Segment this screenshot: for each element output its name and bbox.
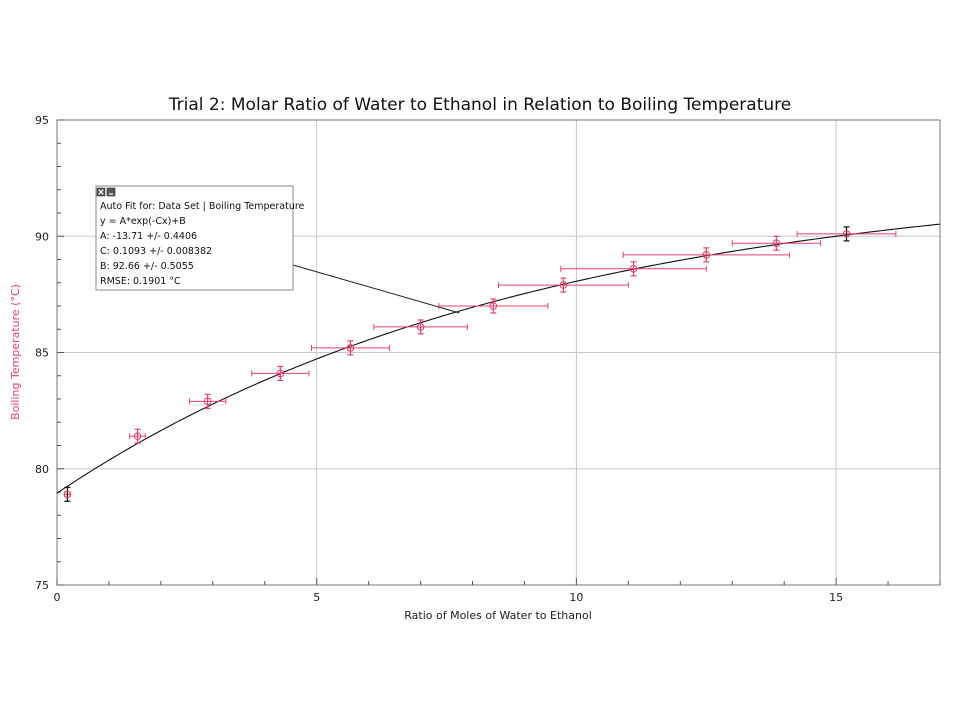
data-point bbox=[129, 428, 146, 444]
point-marker bbox=[276, 369, 285, 378]
close-icon[interactable] bbox=[96, 187, 106, 197]
fit-box-line-2: y = A*exp(-Cx)+B bbox=[100, 216, 186, 227]
fit-pointer-line bbox=[292, 264, 460, 314]
data-point bbox=[622, 247, 790, 263]
y-tick-label: 85 bbox=[35, 347, 49, 360]
data-point bbox=[560, 261, 707, 277]
fit-box-line-4: C: 0.1093 +/- 0.008382 bbox=[100, 246, 212, 257]
y-axis-label: Boiling Temperature (°C) bbox=[9, 284, 22, 420]
point-marker bbox=[489, 302, 498, 310]
x-tick-label: 0 bbox=[54, 591, 61, 604]
x-tick-label: 10 bbox=[569, 591, 583, 604]
point-marker bbox=[629, 264, 638, 273]
fit-box-line-1: Auto Fit for: Data Set | Boiling Tempera… bbox=[100, 201, 305, 212]
y-tick-label: 90 bbox=[35, 230, 49, 243]
point-marker bbox=[559, 281, 568, 289]
data-point bbox=[373, 319, 468, 335]
fit-box-line-3: A: -13.71 +/- 0.4406 bbox=[100, 231, 197, 242]
y-tick-label: 75 bbox=[35, 579, 49, 592]
fit-box[interactable]: Auto Fit for: Data Set | Boiling Tempera… bbox=[95, 185, 305, 291]
fit-box-line-5: B: 92.66 +/- 0.5055 bbox=[100, 261, 194, 272]
x-axis-label: Ratio of Moles of Water to Ethanol bbox=[404, 609, 592, 622]
data-point bbox=[731, 235, 822, 251]
data-point bbox=[498, 277, 629, 293]
data-point bbox=[188, 393, 227, 409]
axis-ticks bbox=[56, 119, 941, 586]
data-point bbox=[251, 365, 310, 381]
fit-box-line-6: RMSE: 0.1901 °C bbox=[100, 276, 181, 287]
x-tick-label: 5 bbox=[313, 591, 320, 604]
point-marker bbox=[203, 397, 212, 406]
point-marker bbox=[133, 432, 142, 441]
point-marker bbox=[416, 323, 425, 331]
y-tick-label: 80 bbox=[35, 463, 49, 476]
data-points bbox=[63, 226, 897, 502]
y-tick-label: 95 bbox=[35, 114, 49, 127]
chart-title: Trial 2: Molar Ratio of Water to Ethanol… bbox=[168, 95, 791, 115]
data-point bbox=[796, 226, 897, 242]
point-marker bbox=[772, 239, 781, 248]
fit-curve bbox=[56, 223, 941, 494]
data-point bbox=[63, 486, 72, 502]
data-point bbox=[438, 298, 549, 314]
point-marker bbox=[842, 230, 851, 238]
data-point bbox=[311, 340, 390, 356]
x-tick-label: 15 bbox=[829, 591, 843, 604]
fit-box-frame bbox=[95, 185, 294, 291]
minimize-icon[interactable] bbox=[106, 187, 116, 197]
point-marker bbox=[702, 251, 711, 259]
tick-labels: 0 5 10 15 75 80 85 90 95 bbox=[35, 114, 843, 604]
point-marker bbox=[63, 490, 72, 499]
point-marker bbox=[346, 344, 355, 352]
